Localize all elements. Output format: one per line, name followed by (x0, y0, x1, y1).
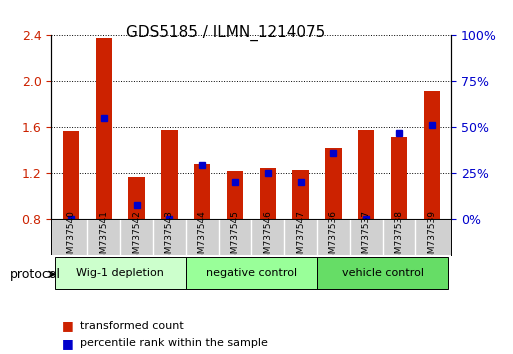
FancyBboxPatch shape (54, 257, 186, 289)
Bar (292, 170, 309, 219)
Text: Wig-1 depletion: Wig-1 depletion (76, 268, 164, 278)
Text: GSM737547: GSM737547 (296, 210, 305, 265)
Text: GSM737536: GSM737536 (329, 210, 338, 265)
Text: GSM737542: GSM737542 (132, 210, 141, 264)
Text: GSM737540: GSM737540 (67, 210, 75, 265)
Text: vehicle control: vehicle control (342, 268, 424, 278)
Text: GSM737537: GSM737537 (362, 210, 371, 265)
Text: GDS5185 / ILMN_1214075: GDS5185 / ILMN_1214075 (126, 25, 325, 41)
Bar (227, 171, 243, 219)
Text: GSM737545: GSM737545 (230, 210, 240, 265)
Text: GSM737544: GSM737544 (198, 210, 207, 264)
Bar (95, 38, 112, 219)
Text: percentile rank within the sample: percentile rank within the sample (80, 338, 267, 348)
Text: GSM737538: GSM737538 (394, 210, 403, 265)
Text: transformed count: transformed count (80, 321, 183, 331)
Bar (391, 137, 407, 219)
Text: GSM737546: GSM737546 (263, 210, 272, 265)
Text: GSM737543: GSM737543 (165, 210, 174, 265)
Bar (194, 164, 210, 219)
Text: negative control: negative control (206, 268, 297, 278)
Bar (260, 168, 276, 219)
Text: protocol: protocol (10, 268, 61, 281)
Text: GSM737541: GSM737541 (100, 210, 108, 265)
Bar (161, 130, 177, 219)
Text: ■: ■ (62, 319, 73, 332)
Bar (358, 130, 374, 219)
Text: ■: ■ (62, 337, 73, 350)
Bar (128, 177, 145, 219)
Bar (325, 148, 342, 219)
Bar (63, 131, 79, 219)
FancyBboxPatch shape (317, 257, 448, 289)
Text: GSM737539: GSM737539 (427, 210, 436, 265)
FancyBboxPatch shape (186, 257, 317, 289)
Bar (424, 91, 440, 219)
